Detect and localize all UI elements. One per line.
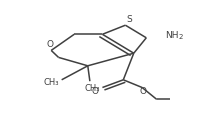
- Text: 2: 2: [178, 34, 182, 40]
- Text: S: S: [127, 15, 133, 24]
- Text: O: O: [140, 87, 147, 96]
- Text: CH₃: CH₃: [84, 84, 100, 93]
- Text: O: O: [92, 87, 99, 96]
- Text: NH: NH: [165, 31, 179, 39]
- Text: O: O: [47, 40, 54, 49]
- Text: CH₃: CH₃: [43, 78, 59, 87]
